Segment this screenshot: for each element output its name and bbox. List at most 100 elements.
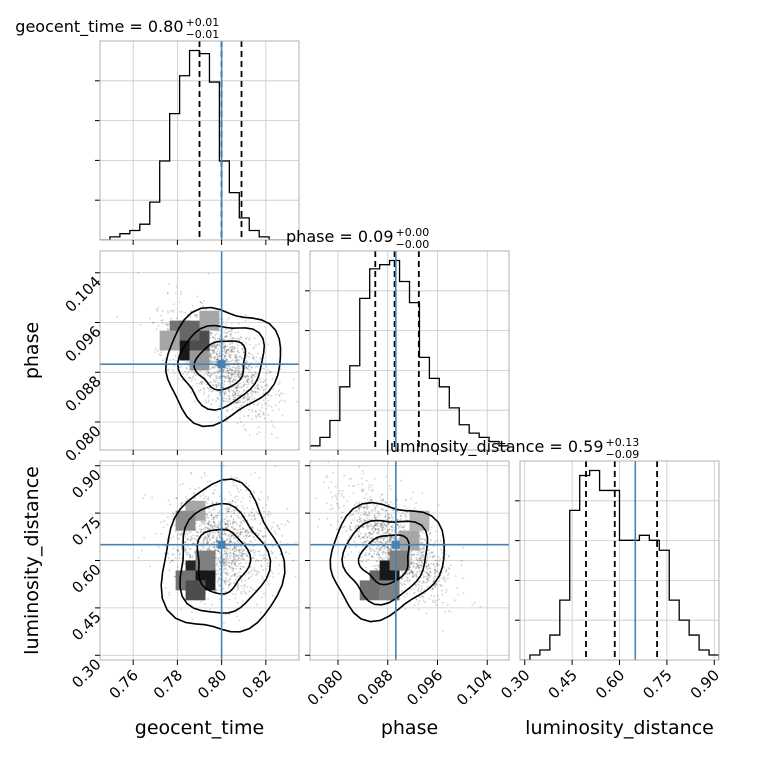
sample-point bbox=[382, 526, 385, 529]
sample-point bbox=[182, 373, 185, 375]
sample-point bbox=[387, 546, 390, 549]
sample-point bbox=[166, 369, 169, 371]
sample-point bbox=[187, 538, 189, 541]
sample-point bbox=[206, 539, 209, 542]
sample-point bbox=[286, 520, 289, 522]
sample-point bbox=[251, 357, 254, 359]
sample-point bbox=[223, 397, 226, 399]
sample-point bbox=[212, 534, 214, 537]
sample-point bbox=[249, 549, 252, 552]
sample-point bbox=[222, 347, 225, 350]
sample-point bbox=[218, 577, 220, 579]
sample-point bbox=[368, 552, 371, 555]
sample-point bbox=[216, 396, 219, 399]
sample-point bbox=[248, 397, 251, 400]
sample-point bbox=[219, 355, 222, 357]
sample-point bbox=[263, 541, 266, 544]
sample-point bbox=[228, 380, 231, 383]
sample-point bbox=[260, 357, 262, 359]
x-tick-label: 0.78 bbox=[150, 666, 186, 702]
sample-point bbox=[384, 547, 386, 549]
sample-point bbox=[229, 343, 232, 346]
sample-point bbox=[184, 541, 187, 544]
sample-point bbox=[169, 359, 171, 361]
sample-point bbox=[226, 370, 229, 373]
sample-point bbox=[224, 480, 227, 482]
sample-point bbox=[171, 559, 174, 561]
sample-point bbox=[263, 417, 266, 420]
sample-point bbox=[210, 514, 213, 517]
sample-point bbox=[215, 557, 217, 560]
sample-point bbox=[237, 516, 240, 519]
sample-point bbox=[251, 549, 254, 552]
sample-point bbox=[205, 495, 207, 498]
x-tick-label: 0.30 bbox=[497, 666, 533, 702]
sample-point bbox=[366, 526, 369, 528]
sample-point bbox=[439, 583, 441, 586]
sample-point bbox=[415, 567, 417, 569]
sample-point bbox=[280, 399, 283, 402]
sample-point bbox=[225, 375, 228, 378]
sample-point bbox=[365, 533, 368, 536]
sample-point bbox=[232, 527, 235, 530]
sample-point bbox=[248, 500, 251, 502]
sample-point bbox=[178, 557, 181, 559]
sample-point bbox=[257, 550, 259, 553]
sample-point bbox=[224, 391, 226, 394]
sample-point bbox=[280, 392, 282, 395]
sample-point bbox=[191, 385, 194, 388]
sample-point bbox=[232, 373, 235, 375]
sample-point bbox=[211, 524, 214, 527]
sample-point bbox=[253, 337, 256, 340]
sample-point bbox=[175, 359, 177, 362]
title-sup: +0.01 bbox=[186, 16, 220, 29]
title-sub: −0.01 bbox=[186, 28, 220, 41]
sample-point bbox=[230, 369, 233, 371]
sample-point bbox=[234, 558, 236, 561]
sample-point bbox=[200, 530, 202, 533]
sample-point bbox=[237, 369, 240, 372]
sample-point bbox=[348, 515, 351, 518]
sample-point bbox=[238, 533, 241, 536]
sample-point bbox=[439, 539, 442, 542]
sample-point bbox=[383, 523, 386, 526]
sample-point bbox=[239, 367, 241, 370]
sample-point bbox=[361, 490, 364, 492]
sample-point bbox=[384, 515, 387, 518]
sample-point bbox=[210, 360, 213, 363]
sample-point bbox=[240, 592, 243, 595]
sample-point bbox=[229, 400, 232, 403]
sample-point bbox=[198, 382, 201, 385]
sample-point bbox=[369, 496, 371, 498]
sample-point bbox=[170, 559, 173, 562]
sample-point bbox=[408, 580, 411, 583]
sample-point bbox=[235, 375, 238, 378]
sample-point bbox=[415, 575, 418, 578]
sample-point bbox=[160, 521, 163, 524]
sample-point bbox=[229, 367, 232, 369]
sample-point bbox=[223, 342, 226, 345]
sample-point bbox=[212, 517, 215, 519]
sample-point bbox=[189, 531, 192, 533]
sample-point bbox=[251, 390, 253, 392]
sample-point bbox=[231, 342, 234, 344]
sample-point bbox=[376, 568, 378, 571]
sample-point bbox=[318, 518, 321, 521]
sample-point bbox=[228, 377, 231, 380]
sample-point bbox=[229, 380, 232, 382]
sample-point bbox=[246, 529, 249, 531]
sample-point bbox=[215, 346, 217, 349]
sample-point bbox=[235, 549, 238, 551]
sample-point bbox=[430, 551, 432, 554]
sample-point bbox=[156, 310, 159, 312]
sample-point bbox=[384, 516, 387, 518]
sample-point bbox=[381, 527, 384, 530]
sample-point bbox=[264, 535, 267, 537]
sample-point bbox=[420, 564, 423, 567]
sample-point bbox=[211, 526, 214, 529]
sample-point bbox=[361, 526, 364, 528]
sample-point bbox=[409, 569, 411, 572]
sample-point bbox=[237, 557, 240, 559]
sample-point bbox=[223, 346, 226, 349]
sample-point bbox=[216, 381, 219, 384]
